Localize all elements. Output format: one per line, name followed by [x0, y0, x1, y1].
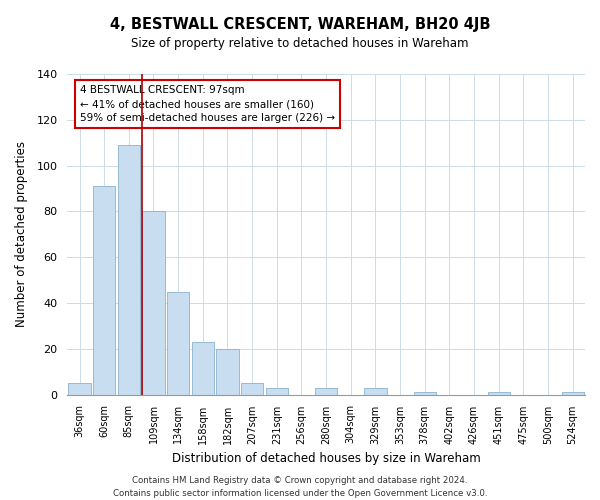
Bar [364, 388, 386, 394]
Bar [167, 292, 189, 395]
Text: Contains HM Land Registry data © Crown copyright and database right 2024.
Contai: Contains HM Land Registry data © Crown c… [113, 476, 487, 498]
Bar [413, 392, 436, 394]
Text: Size of property relative to detached houses in Wareham: Size of property relative to detached ho… [131, 38, 469, 51]
Bar [315, 388, 337, 394]
X-axis label: Distribution of detached houses by size in Wareham: Distribution of detached houses by size … [172, 452, 481, 465]
Bar [118, 145, 140, 394]
Bar [488, 392, 510, 394]
Bar [142, 212, 164, 394]
Text: 4, BESTWALL CRESCENT, WAREHAM, BH20 4JB: 4, BESTWALL CRESCENT, WAREHAM, BH20 4JB [110, 18, 490, 32]
Bar [192, 342, 214, 394]
Bar [562, 392, 584, 394]
Bar [217, 349, 239, 395]
Bar [241, 383, 263, 394]
Bar [266, 388, 288, 394]
Y-axis label: Number of detached properties: Number of detached properties [15, 142, 28, 328]
Text: 4 BESTWALL CRESCENT: 97sqm
← 41% of detached houses are smaller (160)
59% of sem: 4 BESTWALL CRESCENT: 97sqm ← 41% of deta… [80, 85, 335, 123]
Bar [93, 186, 115, 394]
Bar [68, 383, 91, 394]
